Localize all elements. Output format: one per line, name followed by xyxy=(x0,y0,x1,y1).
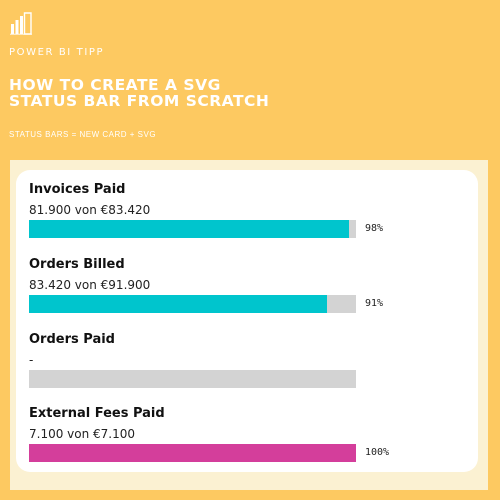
status-bar-track xyxy=(29,295,356,313)
status-bar-percent: 91% xyxy=(365,298,384,309)
status-item-title: External Fees Paid xyxy=(29,406,165,421)
status-bar-fill xyxy=(29,220,350,238)
status-bar-fill xyxy=(29,444,356,462)
status-item-value: 7.100 von €7.100 xyxy=(29,427,136,441)
status-bar-track xyxy=(29,220,356,238)
status-bar-fill xyxy=(29,295,327,313)
status-item-orders-paid: Orders Paid - xyxy=(29,332,469,398)
status-item-value: - xyxy=(29,353,34,367)
power-bi-logo-icon xyxy=(10,12,32,35)
page-title: HOW TO CREATE A SVG STATUS BAR FROM SCRA… xyxy=(9,77,269,109)
brand-name: POWER BI TIPP xyxy=(9,47,105,58)
status-item-value: 81.900 von €83.420 xyxy=(29,203,151,217)
page-subtitle: STATUS BARS = NEW CARD + SVG xyxy=(9,130,157,139)
status-item-title: Invoices Paid xyxy=(29,182,126,197)
status-bar-track xyxy=(29,370,356,388)
status-item-orders-billed: Orders Billed 83.420 von €91.900 91% xyxy=(29,257,469,323)
status-bar-track xyxy=(29,444,356,462)
status-item-value: 83.420 von €91.900 xyxy=(29,278,151,292)
status-bar-percent: 100% xyxy=(365,447,390,458)
status-bar-percent: 98% xyxy=(365,223,384,234)
page-title-line-1: HOW TO CREATE A SVG xyxy=(9,76,221,94)
status-item-invoices-paid: Invoices Paid 81.900 von €83.420 98% xyxy=(29,182,469,248)
page-title-line-2: STATUS BAR FROM SCRATCH xyxy=(9,92,270,110)
status-item-title: Orders Paid xyxy=(29,332,115,347)
status-item-external-fees-paid: External Fees Paid 7.100 von €7.100 100% xyxy=(29,406,469,472)
status-bar-card: Invoices Paid 81.900 von €83.420 98% Ord… xyxy=(16,170,478,472)
status-item-title: Orders Billed xyxy=(29,257,125,272)
